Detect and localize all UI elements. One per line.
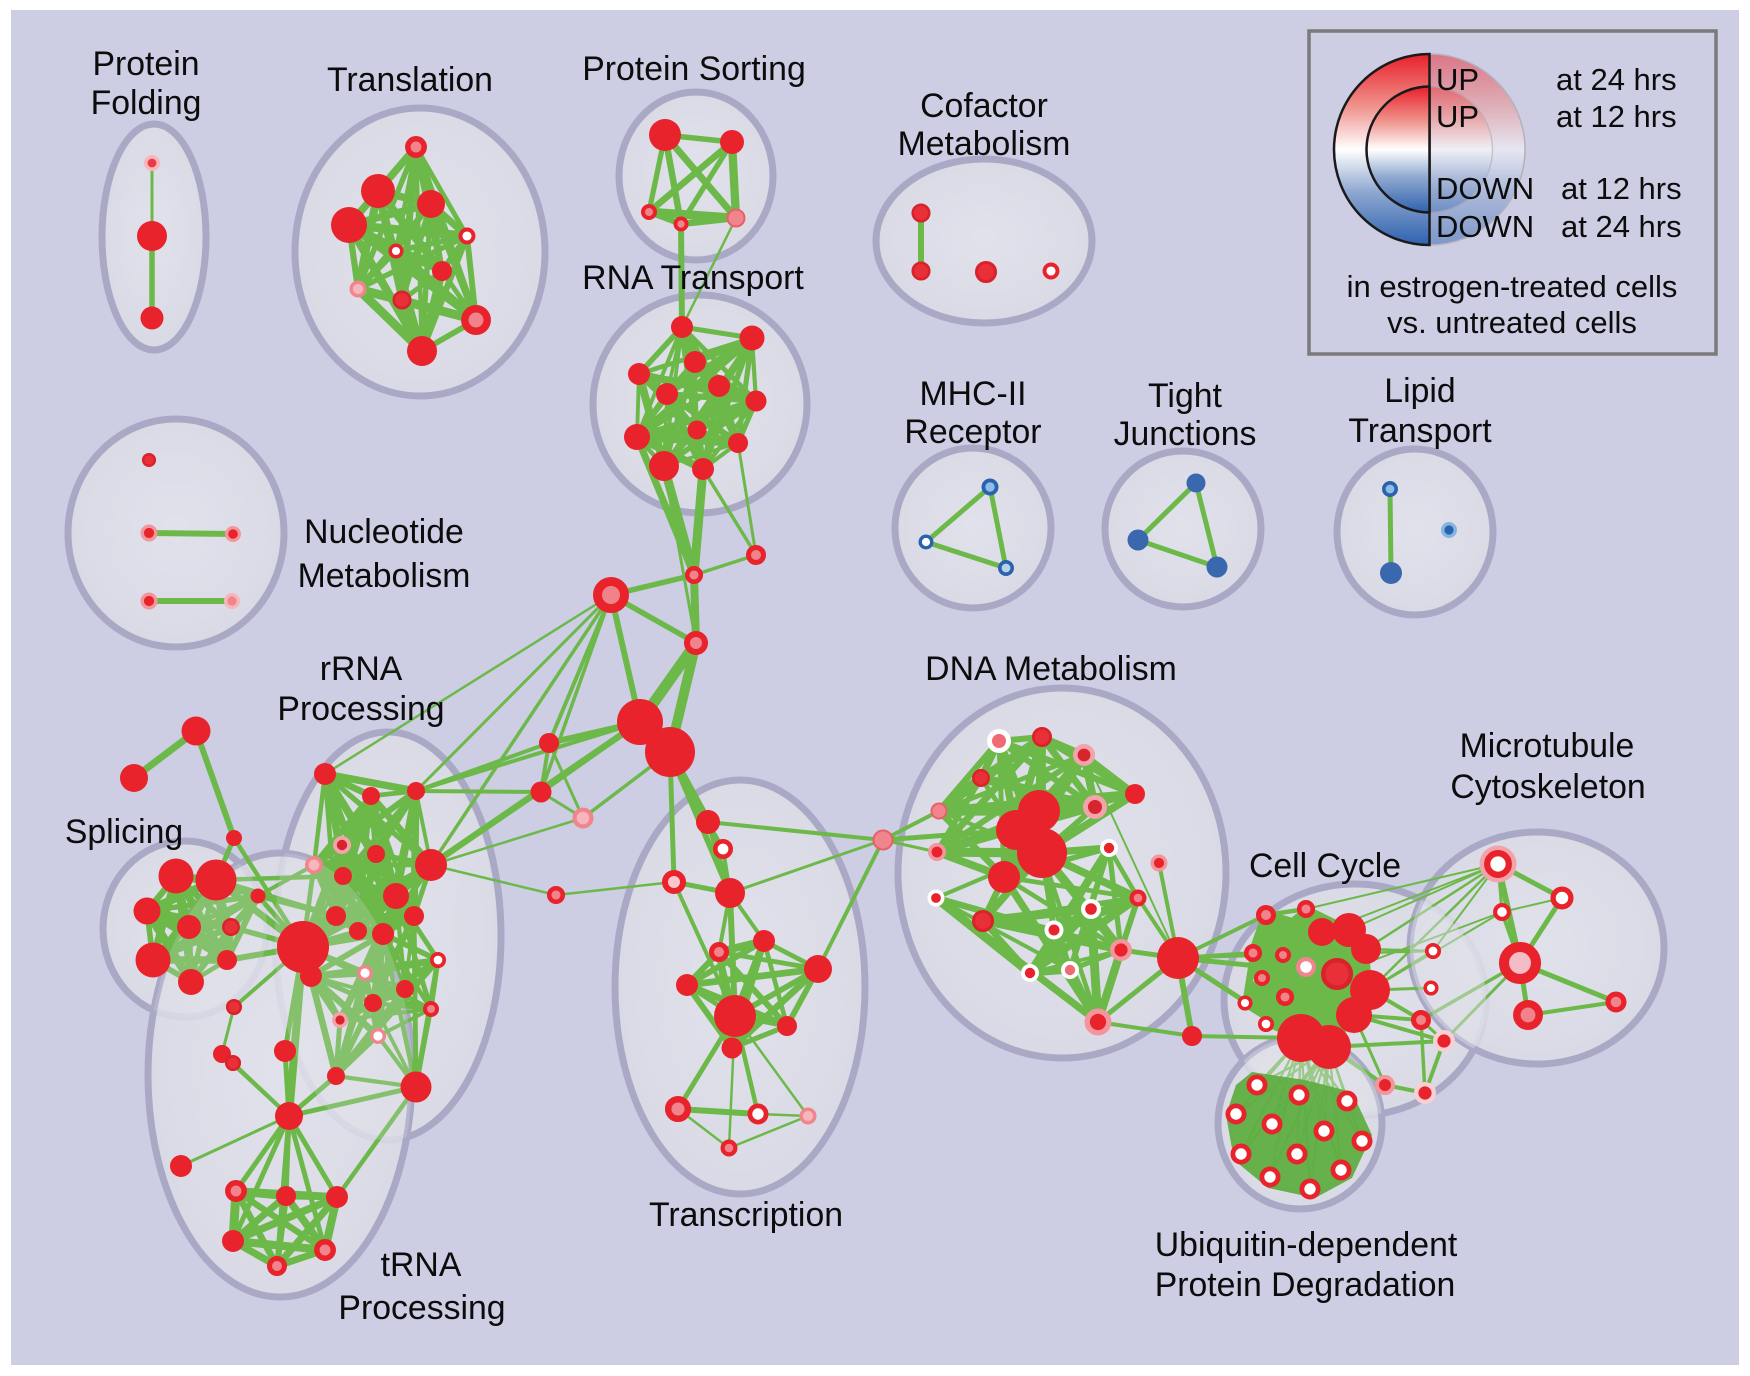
svg-text:Cytoskeleton: Cytoskeleton — [1450, 768, 1645, 806]
svg-text:Tight: Tight — [1148, 377, 1222, 415]
svg-text:Protein Degradation: Protein Degradation — [1155, 1266, 1456, 1304]
svg-text:tRNA: tRNA — [381, 1246, 462, 1284]
svg-text:Translation: Translation — [327, 61, 493, 99]
svg-text:vs. untreated cells: vs. untreated cells — [1387, 305, 1637, 340]
svg-text:rRNA: rRNA — [320, 650, 403, 688]
svg-text:DNA Metabolism: DNA Metabolism — [925, 650, 1177, 688]
svg-text:at 24 hrs: at 24 hrs — [1561, 209, 1682, 244]
svg-text:Transport: Transport — [1348, 412, 1492, 450]
svg-text:at 12 hrs: at 12 hrs — [1556, 99, 1677, 134]
svg-text:MHC-II: MHC-II — [919, 375, 1026, 413]
svg-text:Transcription: Transcription — [649, 1196, 843, 1234]
svg-text:Processing: Processing — [338, 1289, 505, 1327]
svg-text:Metabolism: Metabolism — [298, 557, 471, 595]
svg-text:Folding: Folding — [91, 84, 202, 122]
svg-text:Protein: Protein — [92, 45, 199, 83]
svg-text:Receptor: Receptor — [904, 413, 1041, 451]
svg-text:DOWN: DOWN — [1436, 171, 1534, 206]
svg-text:Junctions: Junctions — [1114, 415, 1257, 453]
svg-text:Processing: Processing — [277, 690, 444, 728]
svg-text:Microtubule: Microtubule — [1460, 727, 1635, 765]
svg-text:at 12 hrs: at 12 hrs — [1561, 171, 1682, 206]
svg-text:UP: UP — [1436, 99, 1479, 134]
svg-text:at 24 hrs: at 24 hrs — [1556, 62, 1677, 97]
svg-text:Metabolism: Metabolism — [898, 125, 1071, 163]
svg-text:in estrogen-treated cells: in estrogen-treated cells — [1347, 269, 1678, 304]
svg-text:Splicing: Splicing — [65, 813, 183, 851]
svg-text:DOWN: DOWN — [1436, 209, 1534, 244]
svg-text:Cell Cycle: Cell Cycle — [1249, 847, 1401, 885]
svg-text:Ubiquitin-dependent: Ubiquitin-dependent — [1155, 1226, 1458, 1264]
svg-text:Cofactor: Cofactor — [920, 87, 1048, 125]
svg-text:Lipid: Lipid — [1384, 372, 1455, 410]
svg-text:Protein Sorting: Protein Sorting — [582, 50, 806, 88]
svg-text:Nucleotide: Nucleotide — [304, 513, 464, 551]
svg-text:UP: UP — [1436, 62, 1479, 97]
svg-text:RNA Transport: RNA Transport — [582, 259, 804, 297]
